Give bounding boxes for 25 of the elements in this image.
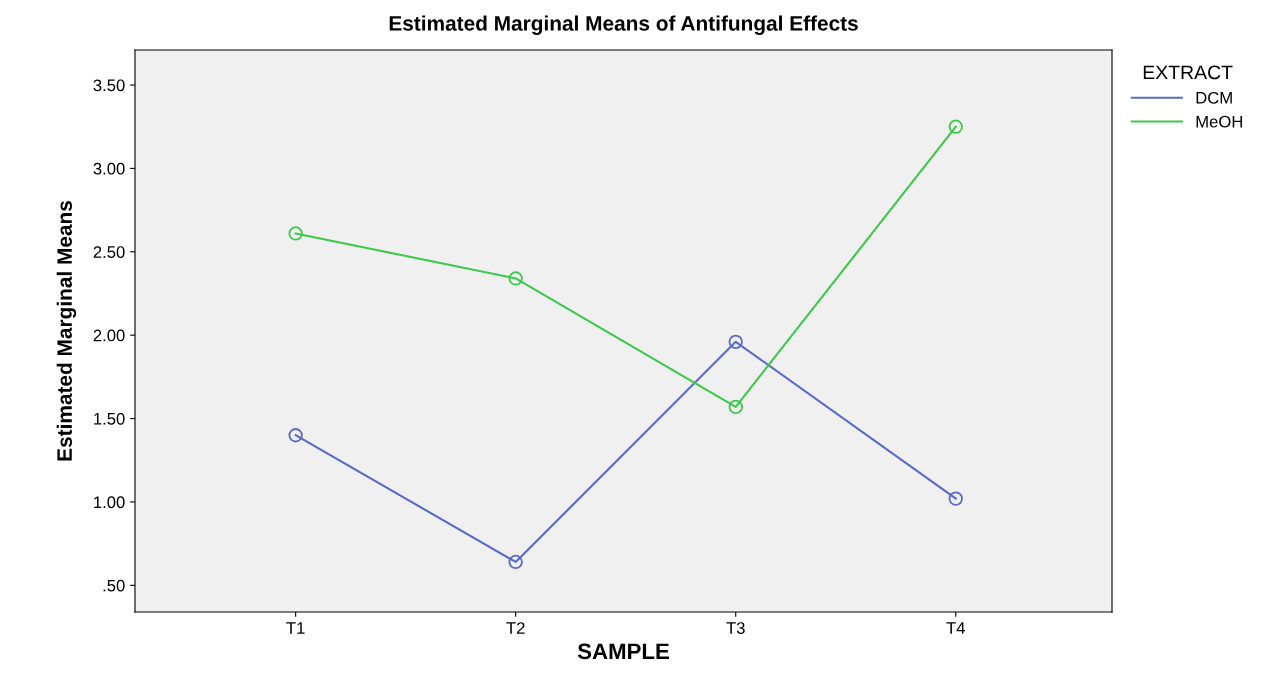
- legend-label: DCM: [1196, 91, 1232, 104]
- y-tick-label: 1.00: [94, 496, 125, 509]
- y-tick-label: 2.50: [93, 246, 125, 258]
- chart-title: Estimated Marginal Means of Antifungal Effects: [389, 15, 858, 35]
- x-tick-label: T2: [506, 622, 525, 634]
- point: [288, 226, 303, 241]
- point: [288, 428, 303, 443]
- y-tick-label: 1.50: [94, 412, 125, 425]
- x-axis-title: SAMPLE: [577, 643, 669, 660]
- legend-title: EXTRACT: [1143, 65, 1233, 80]
- y-axis-title: Estimated Marginal Means: [56, 201, 77, 461]
- y-tick-label: 3.50: [93, 79, 125, 92]
- x-tick-label: T1: [286, 622, 305, 634]
- point: [508, 554, 523, 570]
- y-tick-label: 2.00: [93, 329, 125, 342]
- point: [728, 334, 743, 349]
- y-tick-label: .50: [103, 579, 125, 592]
- x-tick-label: T3: [726, 622, 745, 634]
- point: [508, 271, 523, 286]
- point: [948, 491, 963, 506]
- legend-label: MeOH: [1196, 115, 1243, 128]
- point: [948, 119, 963, 134]
- point: [728, 399, 743, 415]
- y-tick-label: 3.00: [93, 162, 125, 175]
- x-tick-label: T4: [946, 622, 966, 634]
